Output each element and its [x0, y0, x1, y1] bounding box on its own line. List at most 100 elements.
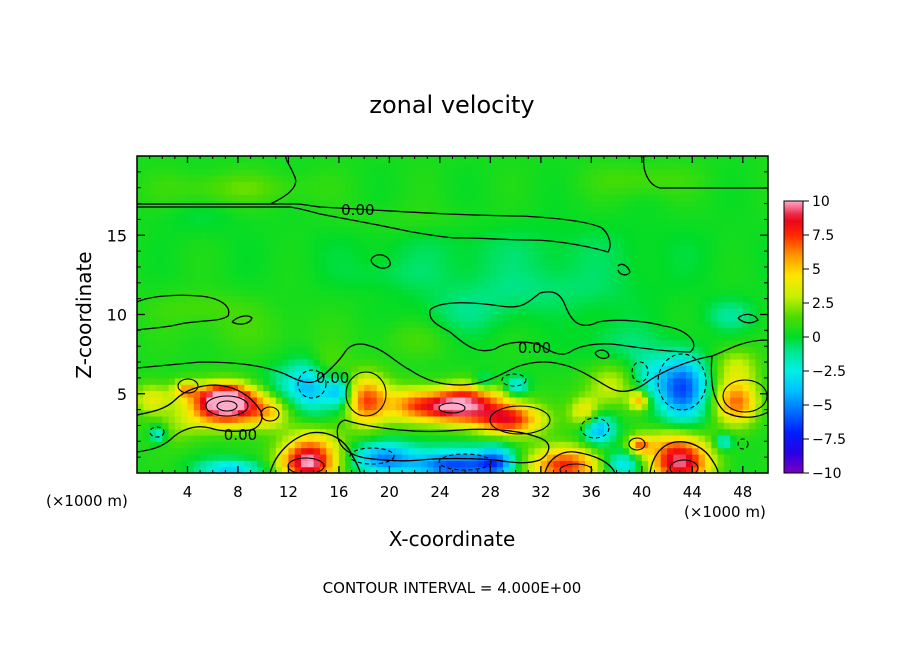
- heatmap-cell: [408, 384, 416, 392]
- heatmap-cell: [383, 187, 390, 195]
- heatmap-cell: [376, 232, 384, 240]
- heatmap-cell: [685, 434, 693, 442]
- heatmap-cell: [181, 232, 189, 240]
- heatmap-cell: [679, 333, 687, 341]
- heatmap-cell: [610, 377, 618, 385]
- heatmap-cell: [212, 251, 220, 259]
- heatmap-cell: [263, 289, 271, 297]
- heatmap-cell: [282, 460, 290, 468]
- heatmap-cell: [376, 428, 384, 436]
- heatmap-cell: [427, 447, 435, 455]
- heatmap-cell: [711, 358, 719, 366]
- heatmap-cell: [326, 460, 334, 468]
- heatmap-cell: [219, 156, 226, 163]
- heatmap-cell: [667, 168, 674, 176]
- heatmap-cell: [269, 403, 277, 411]
- heatmap-cell: [641, 447, 649, 455]
- heatmap-cell: [755, 403, 763, 411]
- heatmap-cell: [553, 244, 561, 252]
- heatmap-cell: [414, 225, 422, 233]
- heatmap-cell: [376, 403, 384, 411]
- heatmap-cell: [294, 422, 302, 430]
- heatmap-cell: [351, 257, 359, 265]
- heatmap-cell: [559, 352, 567, 360]
- heatmap-cell: [730, 156, 738, 163]
- heatmap-cell: [749, 339, 756, 347]
- heatmap-cell: [389, 238, 397, 246]
- heatmap-cell: [263, 352, 271, 360]
- heatmap-cell: [597, 320, 605, 328]
- heatmap-cell: [263, 270, 271, 278]
- heatmap-cell: [572, 384, 580, 392]
- heatmap-cell: [263, 257, 271, 265]
- heatmap-cell: [143, 162, 151, 170]
- heatmap-cell: [288, 346, 296, 354]
- heatmap-cell: [679, 168, 687, 176]
- heatmap-cell: [219, 339, 226, 347]
- heatmap-cell: [338, 282, 346, 290]
- heatmap-cell: [408, 422, 416, 430]
- heatmap-cell: [155, 466, 163, 473]
- heatmap-cell: [174, 295, 182, 303]
- heatmap-cell: [585, 358, 592, 366]
- heatmap-cell: [408, 238, 416, 246]
- heatmap-cell: [370, 244, 378, 252]
- heatmap-cell: [603, 156, 611, 163]
- heatmap-cell: [572, 232, 580, 240]
- heatmap-cell: [212, 453, 220, 461]
- heatmap-cell: [749, 390, 756, 398]
- heatmap-cell: [282, 384, 290, 392]
- heatmap-cell: [351, 333, 359, 341]
- heatmap-cell: [383, 371, 390, 379]
- heatmap-cell: [250, 365, 258, 373]
- heatmap-cell: [515, 371, 523, 379]
- heatmap-cell: [439, 447, 447, 455]
- heatmap-cell: [534, 219, 542, 227]
- heatmap-cell: [515, 339, 523, 347]
- heatmap-cell: [749, 206, 756, 214]
- heatmap-cell: [654, 339, 662, 347]
- heatmap-cell: [263, 301, 271, 309]
- heatmap-cell: [749, 365, 756, 373]
- heatmap-cell: [288, 232, 296, 240]
- heatmap-cell: [471, 244, 479, 252]
- heatmap-cell: [237, 358, 245, 366]
- heatmap-cell: [717, 441, 725, 449]
- heatmap-cell: [761, 403, 768, 411]
- heatmap-cell: [692, 200, 700, 208]
- heatmap-cell: [622, 295, 630, 303]
- heatmap-cell: [685, 415, 693, 423]
- heatmap-cell: [465, 403, 473, 411]
- heatmap-cell: [269, 333, 277, 341]
- heatmap-cell: [742, 384, 750, 392]
- heatmap-cell: [458, 162, 466, 170]
- heatmap-cell: [471, 168, 479, 176]
- heatmap-cell: [193, 213, 201, 220]
- heatmap-cell: [547, 352, 555, 360]
- heatmap-cell: [540, 371, 548, 379]
- heatmap-cell: [307, 371, 315, 379]
- heatmap-cell: [704, 409, 712, 417]
- heatmap-cell: [749, 352, 756, 360]
- heatmap-cell: [471, 377, 479, 385]
- heatmap-cell: [137, 409, 144, 417]
- heatmap-cell: [364, 371, 372, 379]
- heatmap-cell: [326, 428, 334, 436]
- heatmap-cell: [427, 194, 435, 201]
- heatmap-cell: [736, 384, 744, 392]
- heatmap-cell: [755, 276, 763, 284]
- heatmap-cell: [420, 333, 428, 341]
- heatmap-cell: [275, 422, 283, 430]
- heatmap-cell: [736, 251, 744, 259]
- heatmap-cell: [351, 263, 359, 271]
- heatmap-cell: [471, 295, 479, 303]
- heatmap-cell: [660, 377, 668, 385]
- heatmap-cell: [452, 352, 460, 360]
- heatmap-cell: [143, 187, 151, 195]
- heatmap-cell: [458, 244, 466, 252]
- heatmap-cell: [275, 371, 283, 379]
- heatmap-cell: [256, 358, 264, 366]
- heatmap-cell: [174, 232, 182, 240]
- heatmap-cell: [162, 441, 170, 449]
- heatmap-cell: [673, 460, 681, 468]
